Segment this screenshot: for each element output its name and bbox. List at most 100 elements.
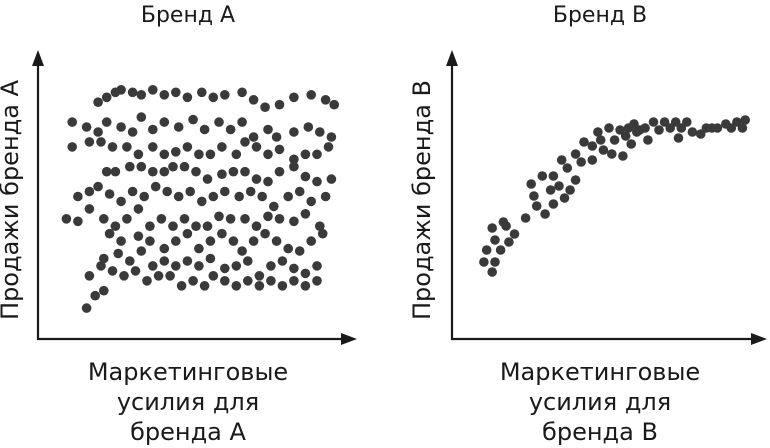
data-point-brand-b	[654, 125, 664, 135]
data-point-brand-a	[73, 216, 83, 227]
data-point-brand-b	[495, 245, 506, 255]
data-point-brand-b	[548, 171, 559, 181]
data-point-brand-a	[197, 196, 207, 207]
data-point-brand-a	[312, 176, 322, 187]
data-point-brand-a	[231, 149, 242, 160]
data-point-brand-b	[559, 193, 570, 203]
data-point-brand-a	[171, 147, 181, 157]
data-point-brand-b	[659, 117, 670, 127]
data-point-brand-a	[240, 137, 250, 147]
data-point-brand-a	[179, 161, 190, 172]
data-point-brand-a	[248, 95, 259, 105]
data-point-brand-a	[104, 189, 115, 199]
data-point-brand-a	[237, 87, 247, 98]
data-point-brand-a	[148, 142, 158, 152]
data-point-brand-a	[208, 191, 219, 202]
data-point-brand-b	[598, 145, 609, 155]
data-point-brand-a	[217, 142, 227, 152]
data-point-brand-a	[90, 290, 100, 301]
data-point-brand-b	[620, 131, 631, 141]
data-point-brand-b	[626, 139, 636, 149]
data-point-brand-b	[629, 119, 639, 129]
data-point-brand-a	[162, 186, 172, 197]
data-point-brand-a	[110, 166, 121, 177]
data-point-brand-b	[565, 185, 575, 195]
data-point-brand-a	[300, 209, 311, 219]
data-point-brand-a	[220, 263, 230, 274]
data-point-brand-a	[199, 124, 210, 135]
data-point-brand-a	[217, 228, 227, 239]
data-point-brand-b	[618, 151, 628, 161]
data-point-brand-a	[274, 99, 285, 110]
data-point-brand-b	[520, 213, 531, 223]
data-point-brand-a	[127, 186, 138, 197]
data-point-brand-b	[687, 127, 698, 137]
data-point-brand-a	[188, 114, 198, 125]
data-point-brand-a	[67, 117, 77, 127]
data-point-brand-b	[587, 141, 598, 151]
data-point-brand-a	[110, 221, 121, 231]
data-point-brand-a	[113, 248, 123, 259]
data-point-brand-b	[609, 135, 620, 145]
data-point-brand-a	[306, 196, 317, 207]
data-point-brand-a	[81, 303, 92, 313]
x-axis-label-line3-brand-b: бренда В	[542, 418, 658, 446]
data-point-brand-a	[240, 166, 250, 177]
y-axis-arrow-brand-b	[446, 50, 458, 66]
data-point-brand-a	[191, 221, 201, 231]
data-point-brand-a	[323, 142, 334, 152]
data-point-brand-a	[96, 137, 106, 147]
data-point-brand-b	[509, 229, 520, 239]
data-point-brand-b	[576, 157, 586, 167]
y-axis-label-brand-b: Продажи бренда В	[408, 80, 436, 320]
data-point-brand-a	[289, 127, 299, 137]
data-point-brand-a	[133, 231, 144, 241]
data-point-brand-b	[712, 123, 723, 133]
data-point-brand-b	[487, 223, 498, 233]
x-axis-label-line3-brand-a: бренда А	[130, 418, 246, 446]
data-point-brand-a	[205, 149, 216, 160]
data-point-brand-a	[214, 211, 224, 222]
data-point-brand-a	[320, 95, 331, 105]
data-point-brand-b	[562, 163, 573, 173]
data-point-brand-b	[593, 127, 603, 137]
data-point-brand-a	[188, 276, 198, 286]
data-point-brand-b	[595, 135, 606, 145]
data-point-brand-a	[107, 142, 118, 152]
data-point-brand-a	[240, 214, 250, 224]
data-point-brand-b	[526, 179, 536, 189]
data-point-brand-a	[168, 161, 178, 172]
data-point-brand-b	[556, 155, 567, 165]
data-point-brand-a	[312, 261, 322, 271]
scatter-points-brand-b	[479, 115, 750, 277]
data-point-brand-a	[266, 276, 276, 286]
axes-brand-a	[36, 60, 345, 341]
data-point-brand-b	[498, 217, 509, 227]
data-point-brand-b	[643, 135, 653, 145]
data-point-brand-a	[312, 149, 322, 160]
data-point-brand-a	[93, 127, 103, 137]
data-point-brand-a	[133, 204, 144, 214]
data-point-brand-a	[208, 271, 219, 281]
data-point-brand-a	[248, 132, 259, 142]
data-point-brand-a	[220, 90, 230, 100]
data-point-brand-a	[271, 236, 282, 246]
data-point-brand-a	[228, 166, 239, 177]
data-point-brand-a	[122, 142, 132, 152]
data-point-brand-a	[116, 236, 126, 246]
x-axis-arrow-brand-a	[341, 333, 357, 345]
data-point-brand-a	[182, 92, 193, 103]
data-point-brand-a	[165, 271, 175, 281]
data-point-brand-a	[315, 127, 325, 137]
data-point-brand-a	[122, 214, 132, 224]
data-point-brand-a	[260, 228, 270, 239]
data-point-brand-a	[116, 196, 126, 207]
data-point-brand-a	[274, 214, 285, 224]
data-point-brand-a	[61, 214, 72, 224]
data-point-brand-b	[670, 117, 681, 127]
data-point-brand-a	[300, 149, 311, 160]
x-axis-label-line2-brand-b: усилия для	[529, 388, 671, 416]
data-point-brand-b	[540, 209, 550, 219]
data-point-brand-a	[263, 149, 273, 160]
